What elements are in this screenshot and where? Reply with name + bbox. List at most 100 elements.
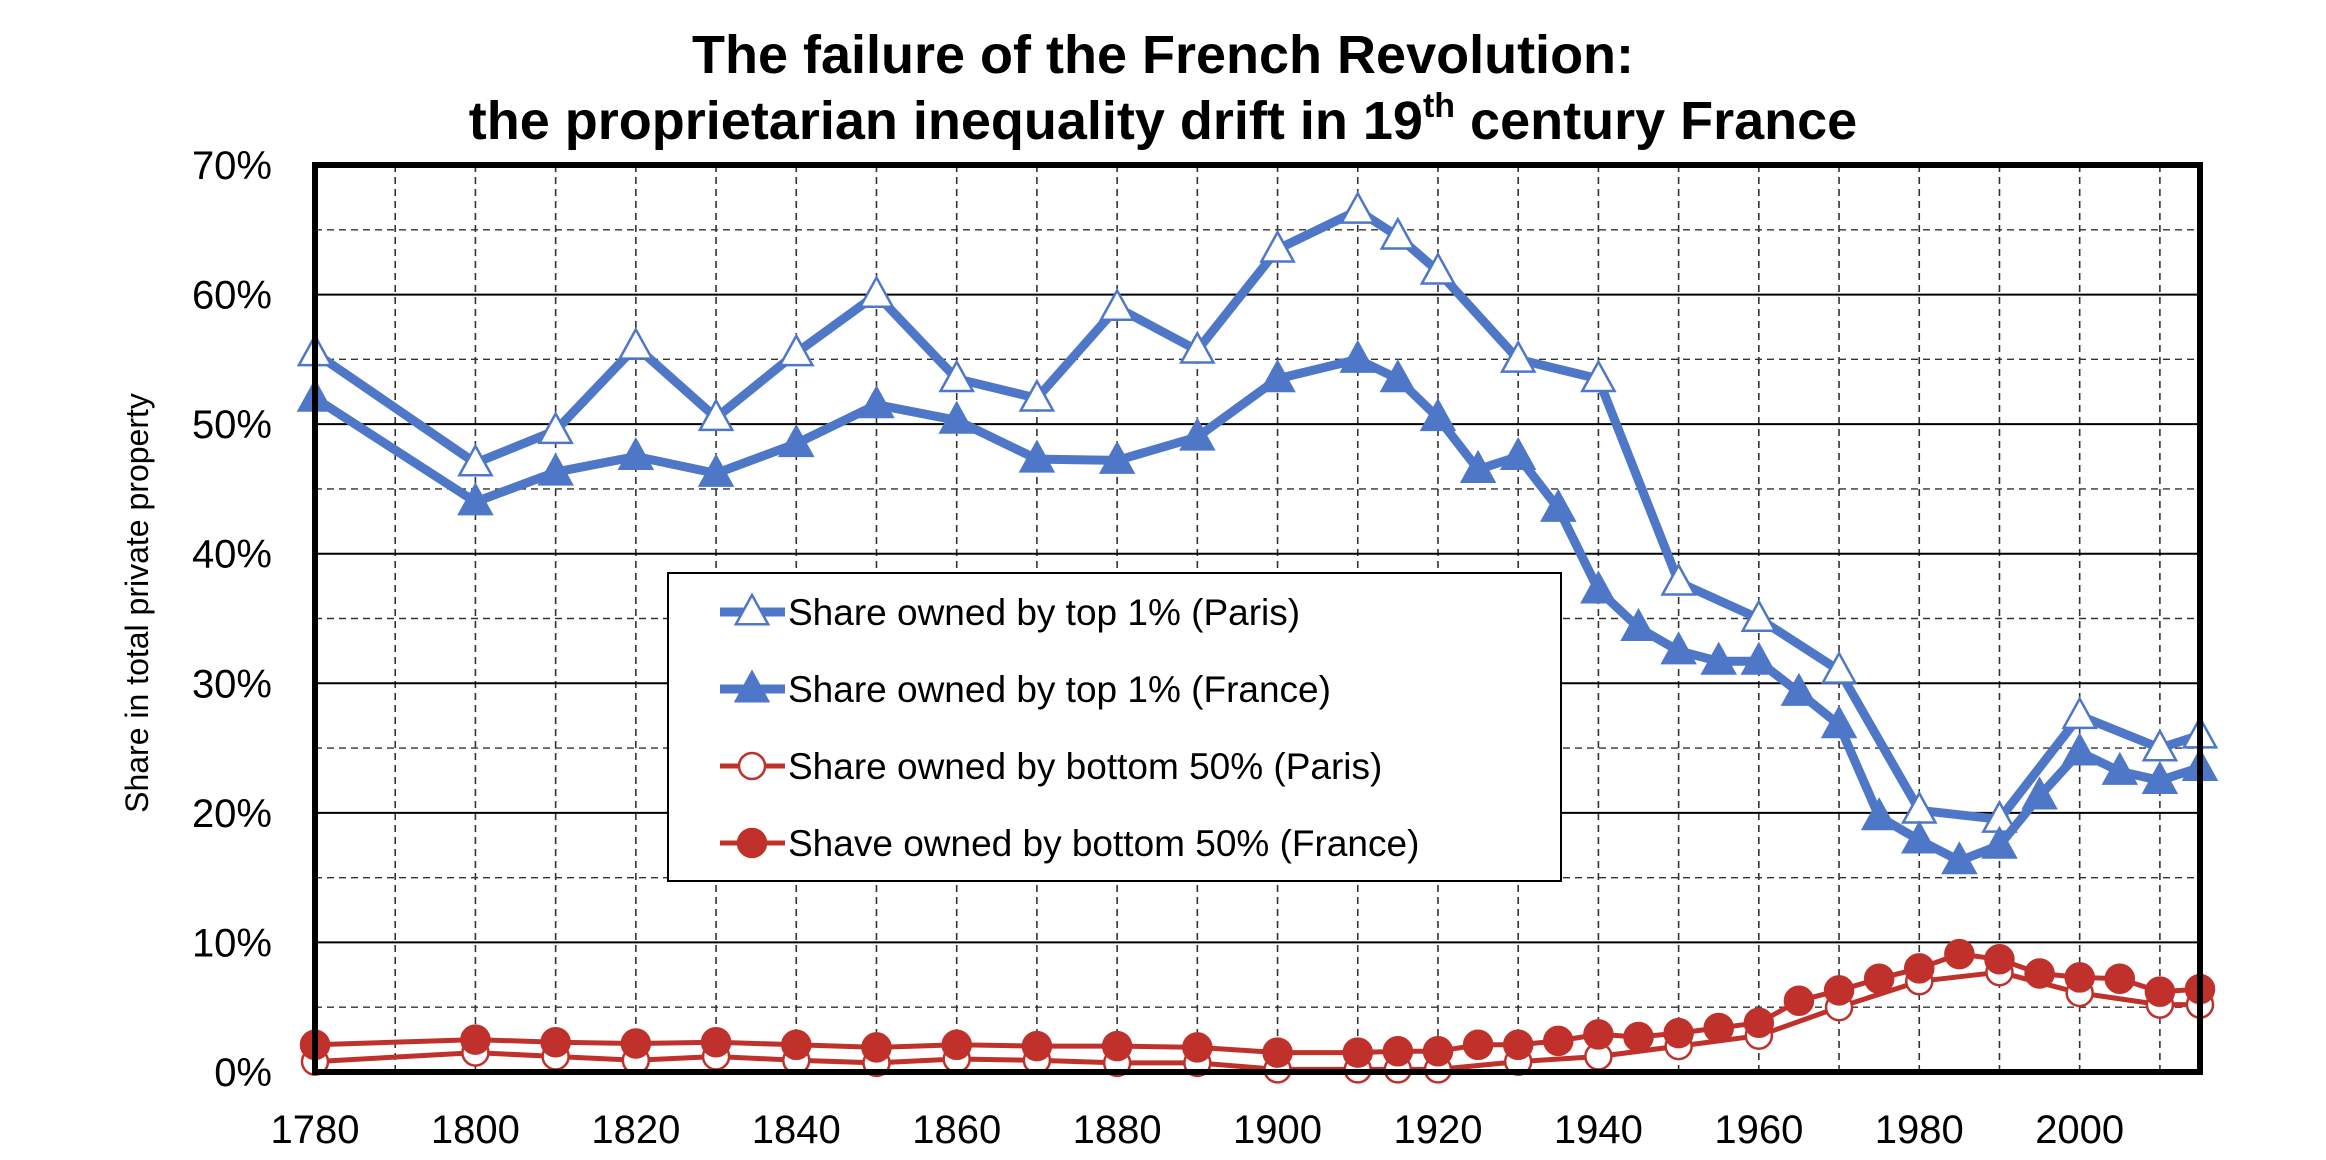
x-tick-label: 1980 <box>1875 1108 1964 1152</box>
data-point <box>537 411 574 445</box>
data-point <box>1660 562 1697 596</box>
y-tick-label: 10% <box>192 921 272 965</box>
x-tick-label: 1900 <box>1233 1108 1322 1152</box>
legend: Share owned by top 1% (Paris) Share owned… <box>667 572 1562 882</box>
data-point <box>1419 398 1457 432</box>
data-point <box>1540 488 1577 522</box>
data-point <box>1422 1036 1454 1067</box>
plot-frame <box>312 162 2203 1075</box>
data-point <box>1820 705 1858 739</box>
data-point <box>1823 975 1855 1006</box>
data-point <box>2061 696 2098 730</box>
data-point <box>1944 938 1975 970</box>
data-point <box>1259 359 1296 393</box>
series-circle-filled <box>299 938 2216 1068</box>
y-tick-label: 30% <box>192 662 272 706</box>
data-point <box>1101 1030 1133 1062</box>
data-point <box>2101 751 2139 785</box>
chart-title: The failure of the French Revolution: th… <box>0 22 2326 154</box>
axis-ticks: 0% 10% 20% 30% 40% 50% 60% 70% 1780 1800 1820 1840 1… <box>192 144 2124 1152</box>
data-point <box>2024 958 2055 989</box>
data-point <box>1623 1021 1654 1053</box>
data-point <box>938 400 975 434</box>
data-point <box>1740 598 1778 632</box>
x-tick-label: 1880 <box>1073 1108 1162 1152</box>
series-line <box>310 354 2205 866</box>
data-point <box>941 1029 972 1061</box>
series-line <box>312 951 2203 1056</box>
data-point <box>781 1029 812 1061</box>
data-point <box>1620 607 1657 642</box>
data-point <box>2141 760 2179 794</box>
x-tick-label: 1860 <box>912 1108 1001 1152</box>
data-point <box>1499 436 1537 471</box>
data-point <box>861 1032 892 1063</box>
legend-marker <box>737 751 767 781</box>
data-point <box>1018 439 1056 473</box>
x-tick-label: 1820 <box>591 1108 680 1152</box>
title-line-2-post: century France <box>1455 91 1858 151</box>
data-point <box>1382 1036 1414 1067</box>
legend-marker <box>733 592 771 626</box>
data-point <box>1379 216 1417 250</box>
data-point <box>617 326 655 360</box>
data-point <box>2141 728 2179 762</box>
data-point <box>1342 1037 1374 1068</box>
data-point <box>858 274 895 309</box>
data-point <box>1462 1029 1494 1061</box>
x-tick-label: 1800 <box>431 1108 520 1152</box>
y-tick-label: 0% <box>214 1051 272 1095</box>
data-point <box>1863 963 1895 994</box>
data-point <box>1339 339 1377 373</box>
data-point <box>1502 1029 1534 1061</box>
data-point <box>1262 1037 1293 1068</box>
data-point <box>697 398 735 432</box>
data-point <box>1379 359 1417 393</box>
data-point <box>1783 985 1815 1016</box>
data-point <box>1700 641 1737 675</box>
data-point <box>778 423 815 458</box>
data-point <box>1660 631 1697 665</box>
data-point <box>1941 841 1978 875</box>
data-point <box>1179 330 1216 364</box>
y-tick-label: 50% <box>192 403 272 447</box>
title-line-1: The failure of the French Revolution: <box>691 25 1635 85</box>
data-point <box>938 359 975 393</box>
legend-label: Shave owned by bottom 50% (France) <box>788 823 1419 864</box>
data-point <box>1419 251 1457 285</box>
y-axis-label: Share in total private property <box>119 393 155 813</box>
legend-box <box>667 572 1562 882</box>
legend-label: Share owned by bottom 50% (Paris) <box>788 746 1382 787</box>
data-point <box>617 436 655 471</box>
data-point <box>1820 650 1858 684</box>
x-tick-label: 1780 <box>271 1108 360 1152</box>
data-point <box>1580 359 1617 393</box>
data-point <box>778 333 815 367</box>
data-point <box>1984 944 2015 975</box>
x-tick-label: 1840 <box>752 1108 841 1152</box>
data-point <box>697 453 735 487</box>
data-point <box>1583 1019 1614 1050</box>
x-tick-label: 1940 <box>1554 1108 1643 1152</box>
data-point <box>1098 287 1136 322</box>
data-point <box>2061 732 2098 766</box>
x-tick-label: 1920 <box>1393 1108 1482 1152</box>
series-triangle-open <box>296 190 2219 833</box>
title-line-2-pre: the proprietarian inequality drift in 19 <box>468 91 1423 151</box>
data-point <box>1904 953 1935 984</box>
data-point <box>1900 820 1938 854</box>
data-point <box>2064 962 2095 993</box>
data-point <box>1703 1012 1734 1044</box>
data-point <box>1179 417 1216 451</box>
y-tick-label: 70% <box>192 144 272 188</box>
data-point <box>460 1024 491 1055</box>
data-point <box>1021 1030 1053 1062</box>
data-point <box>1459 449 1497 483</box>
x-tick-label: 1960 <box>1714 1108 1803 1152</box>
data-point <box>1743 1007 1775 1039</box>
data-point <box>457 443 494 477</box>
data-point <box>1339 190 1377 224</box>
series-triangle-filled <box>296 339 2219 875</box>
data-point <box>700 1026 732 1058</box>
data-point <box>1663 1017 1694 1049</box>
